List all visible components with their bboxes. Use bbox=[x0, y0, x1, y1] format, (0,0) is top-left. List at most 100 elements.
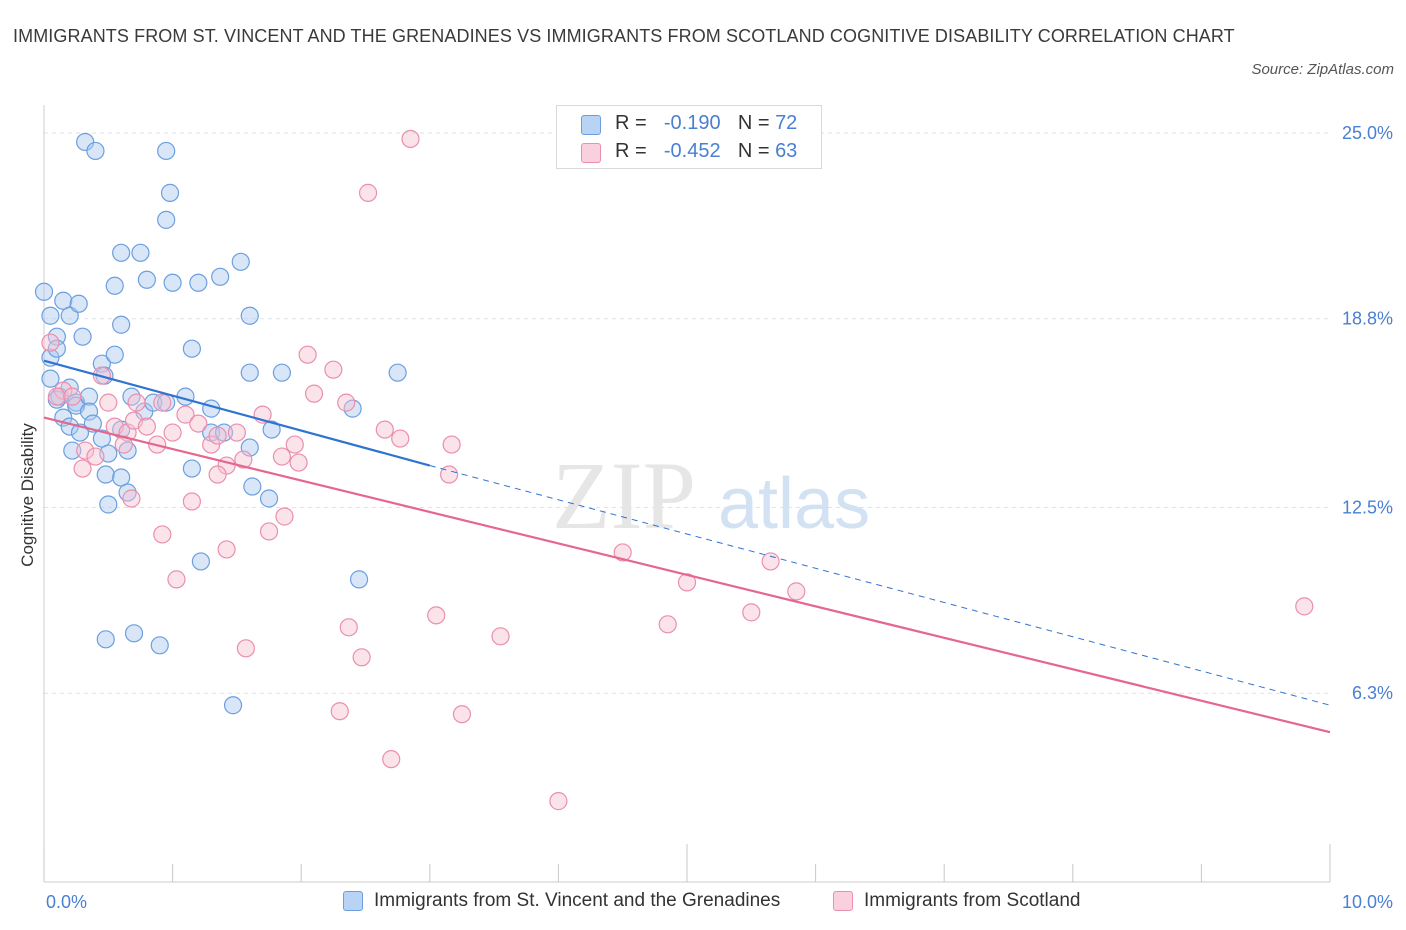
x-tick-label-left: 0.0% bbox=[46, 892, 87, 912]
data-point-pink bbox=[289, 453, 308, 472]
data-point-blue bbox=[122, 387, 141, 406]
data-point-pink bbox=[324, 360, 343, 379]
data-point-pink bbox=[234, 450, 253, 469]
data-point-blue bbox=[157, 210, 176, 229]
trend-line-blue-extension bbox=[429, 465, 1331, 706]
legend-r-label: R = bbox=[615, 140, 647, 162]
data-point-pink bbox=[76, 441, 95, 460]
data-point-pink bbox=[163, 423, 182, 442]
data-point-pink bbox=[86, 447, 105, 466]
data-point-pink bbox=[613, 543, 632, 562]
data-point-blue bbox=[41, 306, 60, 325]
legend-r-label: R = bbox=[615, 112, 647, 134]
trend-line-blue bbox=[43, 359, 431, 467]
data-point-pink bbox=[202, 435, 221, 454]
legend-r-value: -0.452 bbox=[663, 140, 721, 162]
data-point-blue bbox=[231, 252, 250, 271]
data-point-pink bbox=[122, 489, 141, 508]
series-pink-points bbox=[41, 129, 1314, 811]
data-point-pink bbox=[236, 639, 256, 658]
data-point-blue bbox=[34, 282, 54, 301]
data-point-pink bbox=[127, 393, 146, 412]
data-point-pink bbox=[742, 603, 761, 622]
data-point-blue bbox=[349, 570, 369, 589]
chart-title: IMMIGRANTS FROM ST. VINCENT AND THE GREN… bbox=[13, 26, 1235, 46]
bottom-legend-label-blue: Immigrants from St. Vincent and the Gren… bbox=[374, 890, 781, 911]
legend-swatch-blue bbox=[581, 115, 601, 135]
data-point-blue bbox=[160, 183, 180, 202]
y-tick-label: 25.0% bbox=[1342, 123, 1393, 143]
y-axis-label: Cognitive Disability bbox=[18, 423, 37, 567]
data-point-pink bbox=[382, 750, 401, 769]
data-point-blue bbox=[112, 243, 131, 262]
y-tick-label: 18.8% bbox=[1342, 309, 1393, 329]
data-point-pink bbox=[298, 345, 317, 364]
data-point-blue bbox=[112, 468, 131, 487]
watermark-zip: ZIP bbox=[552, 442, 696, 549]
data-point-pink bbox=[259, 522, 279, 541]
data-point-blue bbox=[150, 636, 169, 655]
data-point-pink bbox=[549, 792, 568, 811]
data-point-pink bbox=[391, 429, 410, 448]
data-point-blue bbox=[259, 489, 279, 508]
data-point-blue bbox=[105, 276, 124, 295]
data-point-blue bbox=[182, 459, 201, 478]
data-point-blue bbox=[112, 315, 131, 334]
data-point-pink bbox=[189, 414, 208, 433]
data-point-pink bbox=[63, 387, 82, 406]
bottom-legend-label-pink: Immigrants from Scotland bbox=[864, 890, 1081, 911]
trend-lines bbox=[43, 359, 1331, 734]
data-point-blue bbox=[240, 363, 259, 382]
data-point-pink bbox=[167, 570, 186, 589]
data-point-blue bbox=[86, 141, 105, 161]
data-point-blue bbox=[73, 327, 92, 346]
data-point-pink bbox=[442, 435, 461, 454]
data-point-blue bbox=[243, 477, 262, 496]
data-point-pink bbox=[358, 183, 378, 202]
data-point-blue bbox=[92, 429, 111, 448]
data-point-pink bbox=[439, 465, 459, 484]
data-point-blue bbox=[96, 630, 115, 649]
data-point-blue bbox=[262, 420, 281, 439]
data-point-pink bbox=[304, 384, 324, 403]
data-point-pink bbox=[761, 552, 780, 571]
data-point-pink bbox=[339, 618, 358, 637]
data-point-blue bbox=[96, 465, 115, 484]
bottom-legend-swatch-blue bbox=[343, 891, 363, 911]
data-point-blue bbox=[223, 696, 243, 715]
legend-text-pink: R = -0.452 N = 63 bbox=[615, 140, 797, 163]
trend-line-pink bbox=[43, 416, 1331, 734]
data-point-pink bbox=[272, 447, 292, 466]
data-point-pink bbox=[182, 492, 201, 511]
data-point-pink bbox=[452, 705, 472, 724]
data-point-blue bbox=[157, 141, 176, 161]
data-point-blue bbox=[388, 363, 407, 382]
data-point-blue bbox=[124, 624, 144, 643]
data-point-pink bbox=[491, 627, 510, 646]
axes bbox=[43, 105, 1331, 883]
data-point-pink bbox=[275, 507, 294, 526]
data-point-pink bbox=[330, 702, 349, 721]
legend-n-value: 72 bbox=[775, 112, 798, 134]
legend-text-blue: R = -0.190 N = 72 bbox=[615, 112, 797, 135]
watermark-atlas: atlas bbox=[718, 464, 870, 544]
data-point-pink bbox=[41, 333, 60, 352]
data-point-blue bbox=[79, 402, 99, 421]
data-point-blue bbox=[76, 132, 95, 152]
bottom-legend-swatch-pink bbox=[833, 891, 853, 911]
data-point-blue bbox=[211, 267, 230, 286]
data-point-pink bbox=[208, 426, 227, 445]
legend-r-value: -0.190 bbox=[663, 112, 721, 134]
y-tick-label: 6.3% bbox=[1352, 683, 1393, 703]
data-point-blue bbox=[163, 273, 182, 292]
data-point-blue bbox=[105, 345, 124, 364]
data-point-blue bbox=[189, 273, 208, 292]
data-point-pink bbox=[208, 465, 227, 484]
data-point-pink bbox=[285, 435, 304, 454]
y-tick-label: 12.5% bbox=[1342, 497, 1393, 517]
data-point-pink bbox=[47, 387, 66, 406]
data-point-pink bbox=[787, 582, 806, 601]
data-point-blue bbox=[240, 306, 259, 325]
x-tick-label-right: 10.0% bbox=[1342, 892, 1393, 912]
data-point-pink bbox=[352, 648, 371, 667]
